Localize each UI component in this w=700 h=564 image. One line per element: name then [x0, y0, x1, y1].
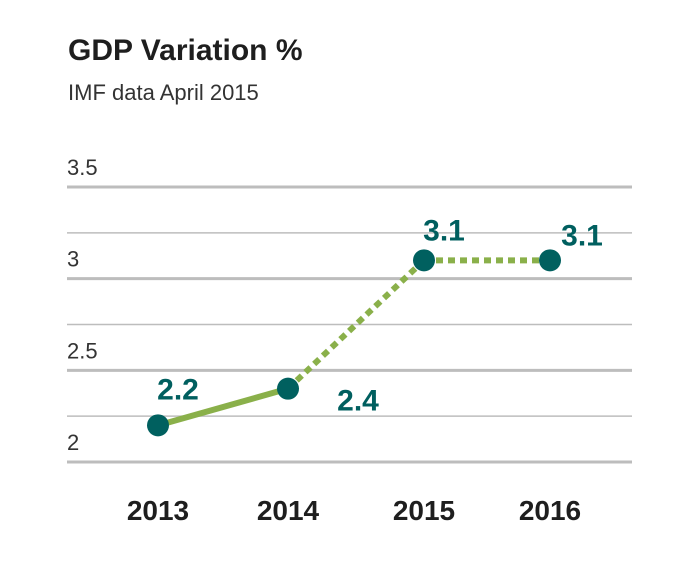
- x-tick-label: 2015: [393, 495, 455, 526]
- data-point-marker: [277, 377, 299, 400]
- y-tick-label: 2: [67, 430, 79, 455]
- x-tick-label: 2014: [257, 495, 320, 526]
- data-label: 2.2: [157, 373, 199, 406]
- y-tick-label: 3.5: [67, 155, 98, 180]
- y-tick-label: 3: [67, 247, 79, 272]
- line-segment-solid: [157, 385, 289, 429]
- x-tick-label: 2016: [519, 495, 581, 526]
- data-label: 3.1: [561, 219, 603, 252]
- y-tick-label: 2.5: [67, 338, 98, 363]
- data-point-marker: [147, 414, 169, 437]
- data-label: 3.1: [423, 214, 465, 247]
- x-tick-label: 2013: [127, 495, 189, 526]
- chart-subtitle: IMF data April 2015: [68, 80, 259, 105]
- data-label: 2.4: [337, 385, 379, 418]
- data-point-marker: [539, 249, 561, 272]
- chart-title: GDP Variation %: [68, 34, 303, 67]
- data-point-marker: [413, 249, 435, 272]
